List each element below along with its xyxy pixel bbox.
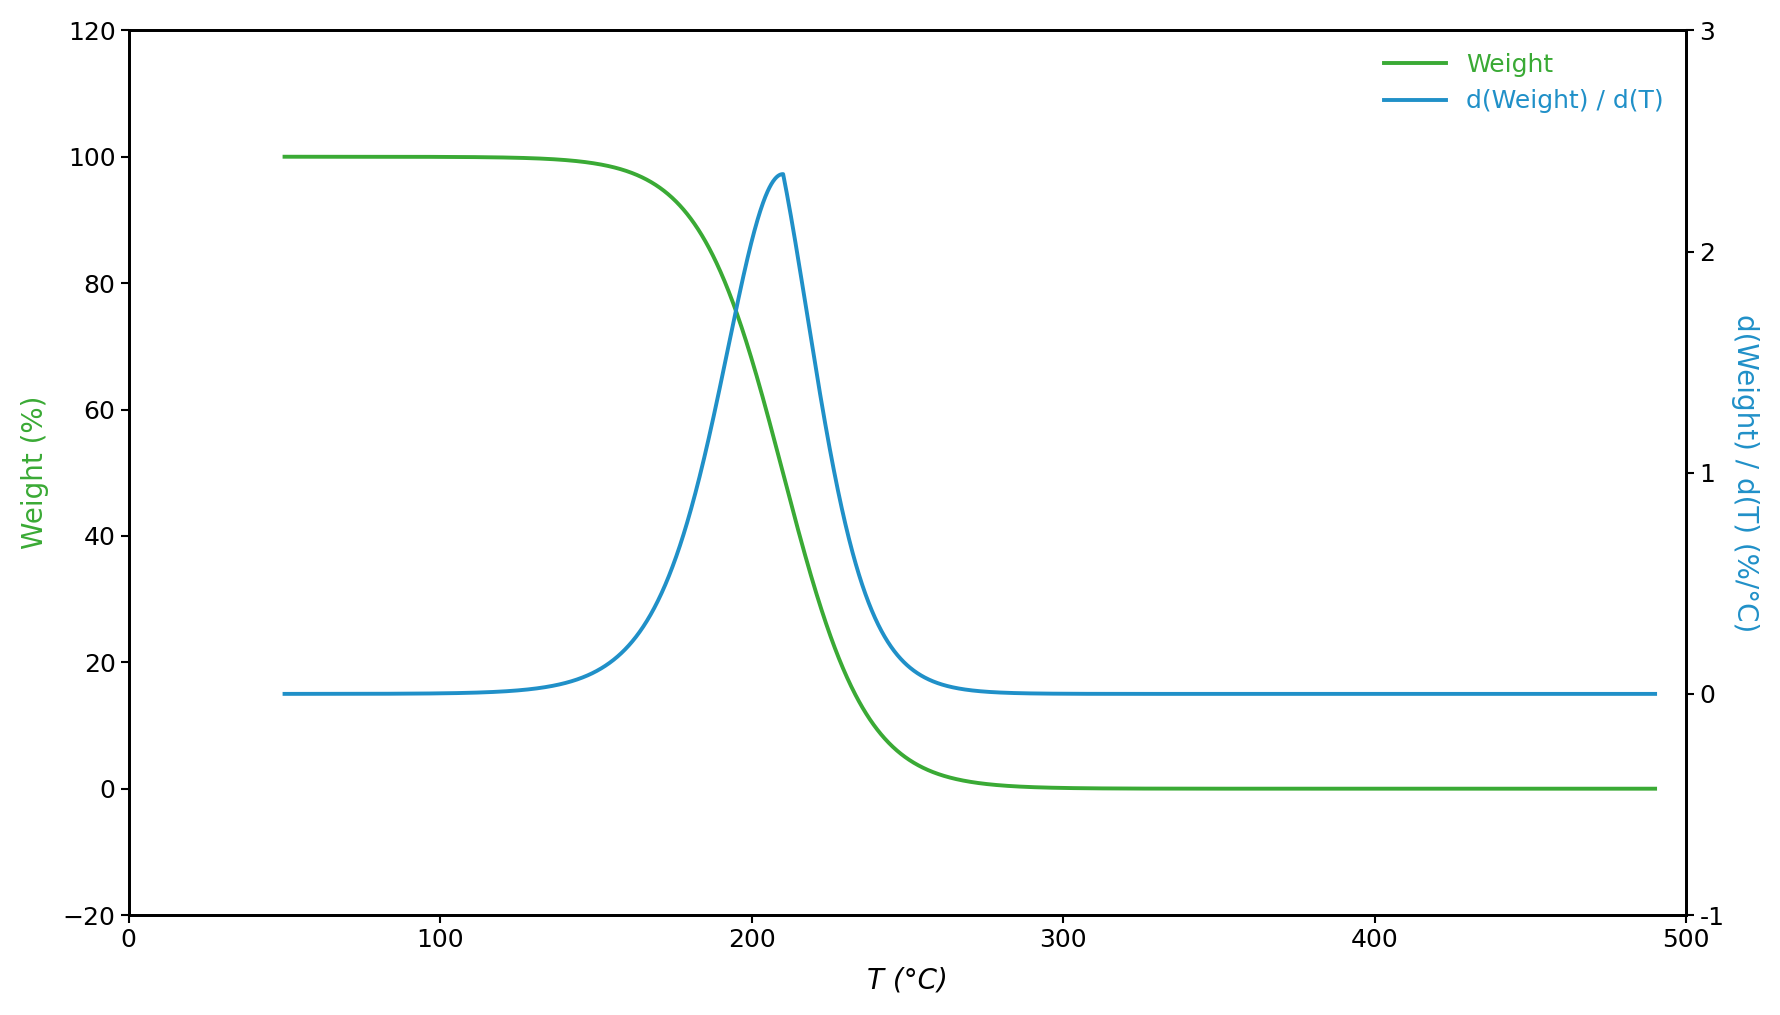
d(Weight) / d(T): [431, 687, 452, 699]
Weight: [1645, 783, 1666, 795]
d(Weight) / d(T): [1470, 688, 1492, 700]
d(Weight) / d(T): [773, 168, 794, 181]
Line: Weight: Weight: [285, 156, 1655, 789]
d(Weight) / d(T): [1645, 688, 1666, 700]
Y-axis label: Weight (%): Weight (%): [21, 396, 48, 549]
Y-axis label: d(Weight) / d(T) (%/°C): d(Weight) / d(T) (%/°C): [1732, 314, 1759, 631]
Line: d(Weight) / d(T): d(Weight) / d(T): [285, 175, 1655, 694]
d(Weight) / d(T): [511, 684, 532, 696]
Weight: [1470, 783, 1492, 795]
Weight: [431, 151, 452, 163]
X-axis label: T (°C): T (°C): [867, 966, 949, 994]
Weight: [799, 566, 821, 579]
Weight: [511, 152, 532, 164]
d(Weight) / d(T): [860, 600, 881, 612]
d(Weight) / d(T): [1618, 688, 1639, 700]
Legend: Weight, d(Weight) / d(T): Weight, d(Weight) / d(T): [1374, 43, 1673, 124]
Weight: [858, 713, 879, 725]
d(Weight) / d(T): [274, 688, 295, 700]
Weight: [1618, 783, 1639, 795]
d(Weight) / d(T): [799, 330, 821, 342]
Weight: [274, 150, 295, 162]
